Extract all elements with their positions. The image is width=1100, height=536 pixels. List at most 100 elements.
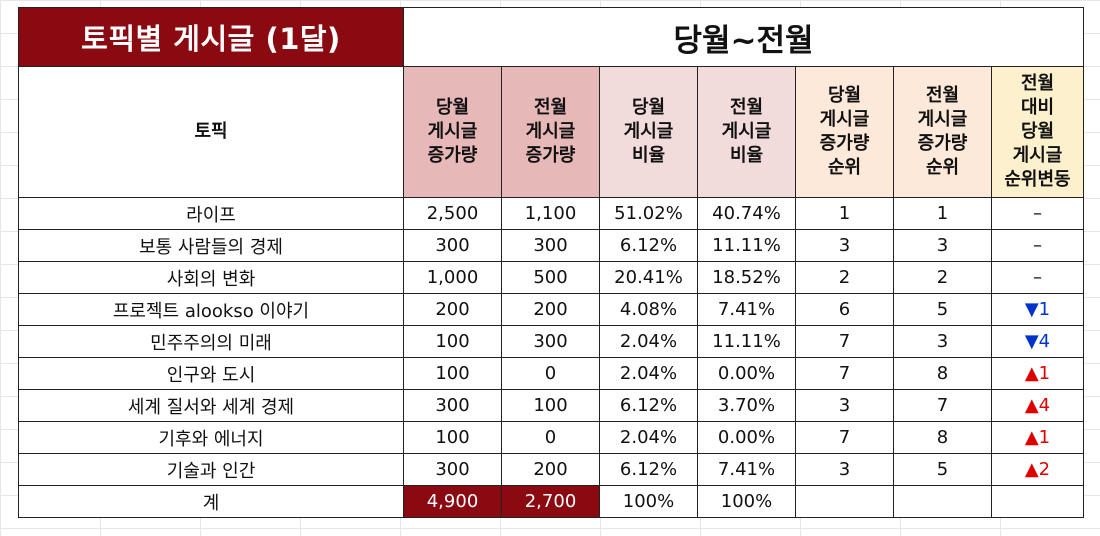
cell-cur-ratio[interactable]: 51.02% (599, 197, 698, 230)
cell-cur-ratio[interactable]: 6.12% (599, 453, 698, 486)
table-row: 사회의 변화 1,000 500 20.41% 18.52% 2 2– (18, 261, 1084, 294)
header-cur-rank[interactable]: 당월 게시글 증가량 순위 (795, 66, 894, 198)
header-line: 게시글 (1012, 145, 1063, 166)
cell-prev-increase[interactable]: 1,100 (501, 197, 600, 230)
cell-cur-rank[interactable]: 3 (795, 389, 894, 422)
cell-prev-ratio[interactable]: 7.41% (697, 293, 796, 326)
cell-topic[interactable]: 세계 질서와 세계 경제 (18, 389, 404, 422)
period-title[interactable]: 당월~전월 (403, 7, 1084, 67)
cell-rank-change[interactable]: ▲2 (991, 453, 1084, 486)
cell-cur-increase[interactable]: 300 (403, 229, 502, 262)
cell-topic[interactable]: 기술과 인간 (18, 453, 404, 486)
cell-prev-ratio[interactable]: 0.00% (697, 421, 796, 454)
cell-prev-ratio[interactable]: 18.52% (697, 261, 796, 294)
cell-cur-ratio[interactable]: 6.12% (599, 229, 698, 262)
cell-topic[interactable]: 인구와 도시 (18, 357, 404, 390)
cell-cur-increase[interactable]: 100 (403, 357, 502, 390)
cell-prev-rank[interactable]: 1 (893, 197, 992, 230)
cell-prev-increase[interactable]: 300 (501, 229, 600, 262)
cell-prev-ratio[interactable]: 11.11% (697, 325, 796, 358)
cell-cur-increase[interactable]: 1,000 (403, 261, 502, 294)
cell-topic[interactable]: 사회의 변화 (18, 261, 404, 294)
header-line: 증가량 (525, 145, 576, 166)
cell-cur-increase[interactable]: 100 (403, 421, 502, 454)
cell-cur-ratio[interactable]: 20.41% (599, 261, 698, 294)
header-cur-increase[interactable]: 당월 게시글 증가량 (403, 66, 502, 198)
cell-topic[interactable]: 민주주의의 미래 (18, 325, 404, 358)
cell-prev-increase[interactable]: 200 (501, 453, 600, 486)
cell-prev-increase[interactable]: 300 (501, 325, 600, 358)
total-prev-ratio[interactable]: 100% (697, 485, 796, 518)
cell-cur-increase[interactable]: 300 (403, 389, 502, 422)
total-cur-ratio[interactable]: 100% (599, 485, 698, 518)
total-cur-increase[interactable]: 4,900 (403, 485, 502, 518)
cell-rank-change[interactable]: – (991, 229, 1084, 262)
table-row: 민주주의의 미래 100 300 2.04% 11.11% 7 3 ▼4 (18, 325, 1084, 358)
cell-rank-change[interactable]: ▲1 (991, 421, 1084, 454)
cell-rank-change[interactable]: – (991, 261, 1084, 294)
header-line: 증가량 (427, 145, 478, 166)
cell-prev-rank[interactable]: 8 (893, 421, 992, 454)
sheet-title[interactable]: 토픽별 게시글 (1달) (18, 7, 404, 67)
total-label[interactable]: 계 (18, 485, 404, 518)
cell-cur-rank[interactable]: 1 (795, 197, 894, 230)
cell-cur-increase[interactable]: 100 (403, 325, 502, 358)
cell-cur-increase[interactable]: 2,500 (403, 197, 502, 230)
cell-cur-ratio[interactable]: 2.04% (599, 421, 698, 454)
cell-prev-rank[interactable]: 5 (893, 453, 992, 486)
cell-cur-rank[interactable]: 7 (795, 357, 894, 390)
cell-cur-ratio[interactable]: 2.04% (599, 325, 698, 358)
cell-prev-increase[interactable]: 100 (501, 389, 600, 422)
header-prev-rank[interactable]: 전월 게시글 증가량 순위 (893, 66, 992, 198)
cell-topic[interactable]: 라이프 (18, 197, 404, 230)
header-rank-change[interactable]: 전월 대비 당월 게시글 순위변동 (991, 66, 1084, 198)
cell-rank-change[interactable]: – (991, 197, 1084, 230)
cell-cur-increase[interactable]: 300 (403, 453, 502, 486)
cell-prev-rank[interactable]: 3 (893, 325, 992, 358)
total-prev-rank[interactable] (893, 485, 992, 518)
total-cur-rank[interactable] (795, 485, 894, 518)
cell-cur-ratio[interactable]: 6.12% (599, 389, 698, 422)
cell-rank-change[interactable]: ▲4 (991, 389, 1084, 422)
header-prev-ratio[interactable]: 전월 게시글 비율 (697, 66, 796, 198)
header-line: 대비 (1020, 97, 1055, 118)
cell-rank-change[interactable]: ▼4 (991, 325, 1084, 358)
cell-cur-rank[interactable]: 3 (795, 453, 894, 486)
cell-prev-ratio[interactable]: 40.74% (697, 197, 796, 230)
cell-cur-ratio[interactable]: 4.08% (599, 293, 698, 326)
cell-topic[interactable]: 기후와 에너지 (18, 421, 404, 454)
cell-prev-rank[interactable]: 7 (893, 389, 992, 422)
cell-topic[interactable]: 프로젝트 alookso 이야기 (18, 293, 404, 326)
header-prev-increase[interactable]: 전월 게시글 증가량 (501, 66, 600, 198)
total-rank-change[interactable] (991, 485, 1084, 518)
cell-prev-rank[interactable]: 3 (893, 229, 992, 262)
cell-prev-rank[interactable]: 2 (893, 261, 992, 294)
cell-cur-rank[interactable]: 3 (795, 229, 894, 262)
cell-prev-increase[interactable]: 0 (501, 421, 600, 454)
cell-prev-ratio[interactable]: 11.11% (697, 229, 796, 262)
cell-prev-increase[interactable]: 200 (501, 293, 600, 326)
cell-prev-ratio[interactable]: 0.00% (697, 357, 796, 390)
header-line: 당월 (435, 97, 470, 118)
cell-prev-rank[interactable]: 8 (893, 357, 992, 390)
cell-prev-ratio[interactable]: 7.41% (697, 453, 796, 486)
header-topic[interactable]: 토픽 (18, 66, 404, 198)
cell-cur-increase[interactable]: 200 (403, 293, 502, 326)
cell-prev-increase[interactable]: 500 (501, 261, 600, 294)
cell-rank-change[interactable]: ▲1 (991, 357, 1084, 390)
header-row: 토픽 당월 게시글 증가량 전월 게시글 증가량 당월 게시글 비율 전월 게시글 비율 당월 게… (18, 66, 1084, 198)
cell-cur-rank[interactable]: 6 (795, 293, 894, 326)
cell-prev-increase[interactable]: 0 (501, 357, 600, 390)
header-line: 게시글 (917, 109, 968, 130)
cell-cur-rank[interactable]: 7 (795, 325, 894, 358)
cell-prev-rank[interactable]: 5 (893, 293, 992, 326)
header-line: 당월 (631, 97, 666, 118)
cell-cur-rank[interactable]: 7 (795, 421, 894, 454)
header-cur-ratio[interactable]: 당월 게시글 비율 (599, 66, 698, 198)
cell-topic[interactable]: 보통 사람들의 경제 (18, 229, 404, 262)
cell-cur-rank[interactable]: 2 (795, 261, 894, 294)
total-prev-increase[interactable]: 2,700 (501, 485, 600, 518)
cell-rank-change[interactable]: ▼1 (991, 293, 1084, 326)
cell-prev-ratio[interactable]: 3.70% (697, 389, 796, 422)
cell-cur-ratio[interactable]: 2.04% (599, 357, 698, 390)
